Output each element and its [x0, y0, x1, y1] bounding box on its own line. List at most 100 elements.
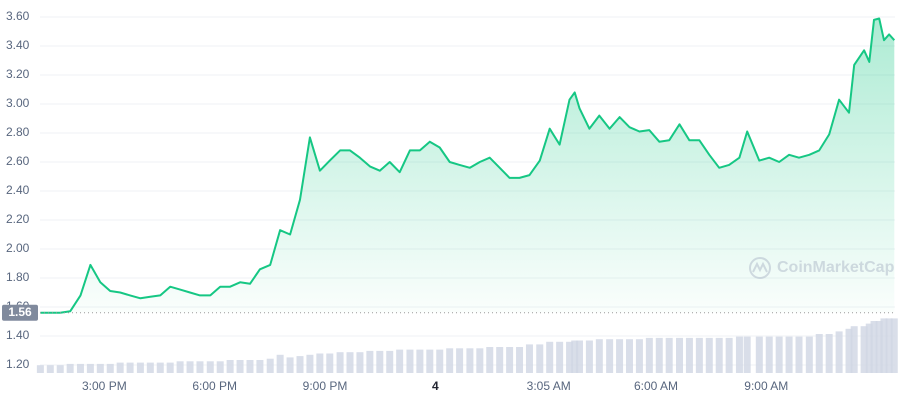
labels: 1.201.401.601.802.002.202.402.602.803.00…: [2, 9, 895, 393]
volume-bar: [715, 337, 723, 373]
volume-bar: [486, 347, 494, 373]
volume-bar: [850, 326, 858, 373]
volume-bar: [546, 341, 554, 373]
volume-bar: [516, 347, 524, 373]
volume-bar: [126, 362, 134, 373]
volume-bar: [96, 363, 104, 373]
volume-bar: [825, 334, 833, 373]
volume-bar: [880, 318, 888, 373]
volume-bar: [266, 358, 274, 373]
volume-bar: [595, 339, 603, 373]
volume-bar: [116, 362, 124, 373]
volume-bar: [196, 361, 204, 373]
x-tick-label: 9:00 AM: [744, 379, 788, 393]
volume-bar: [286, 357, 294, 373]
watermark: CoinMarketCap: [749, 257, 895, 279]
volume-bar: [316, 353, 324, 373]
volume-bar: [525, 344, 533, 373]
volume-bar: [476, 348, 484, 373]
x-tick-label: 3:00 PM: [82, 379, 127, 393]
volume-bar: [176, 361, 184, 373]
volume-bar: [606, 339, 614, 373]
volume-bar: [46, 365, 54, 373]
volume-bar: [56, 365, 64, 373]
y-tick-label: 1.80: [6, 270, 30, 284]
y-tick-label: 2.60: [6, 154, 30, 168]
volume-bar: [296, 356, 304, 373]
volume-bar: [186, 361, 194, 373]
y-tick-label: 2.80: [6, 125, 30, 139]
y-tick-label: 3.00: [6, 96, 30, 110]
volume-bar: [775, 336, 783, 373]
volume-bar: [585, 340, 593, 373]
volume-bar: [276, 354, 284, 373]
watermark-logo-wave: [752, 261, 768, 273]
volume-bar: [146, 362, 154, 373]
volume-bar: [86, 363, 94, 373]
x-tick-label: 6:00 AM: [634, 379, 678, 393]
volume-bar: [695, 337, 703, 373]
volume-bar: [436, 349, 444, 373]
price-line: [40, 17, 896, 314]
volume-bar: [735, 336, 743, 373]
volume-bar: [743, 336, 751, 373]
plot: [40, 17, 896, 314]
volume-bar: [885, 318, 893, 373]
volume-bar: [336, 352, 344, 373]
volume-bar: [835, 331, 843, 373]
volume-bar: [765, 336, 773, 373]
volume-bar: [36, 365, 44, 373]
y-tick-label: 2.20: [6, 212, 30, 226]
watermark-logo: [749, 257, 771, 279]
reference-label: 1.56: [8, 305, 32, 319]
y-tick-label: 2.00: [6, 241, 30, 255]
volume-bar: [795, 336, 803, 373]
volume-bar: [506, 347, 514, 373]
y-tick-label: 3.60: [6, 9, 30, 23]
volume-bar: [156, 362, 164, 373]
volume-bar: [860, 326, 868, 373]
volume-bar: [406, 349, 414, 373]
volume-bar: [306, 354, 314, 373]
volume-bar: [635, 339, 643, 373]
x-tick-label: 9:00 PM: [303, 379, 348, 393]
volume-bar: [685, 337, 693, 373]
volume-bar: [356, 352, 364, 373]
volume-bar: [396, 349, 404, 373]
watermark-text: CoinMarketCap: [777, 259, 895, 276]
volume-bars: [36, 318, 898, 373]
y-tick-label: 1.40: [6, 328, 30, 342]
volume-bar: [805, 336, 813, 373]
reference-badge: [2, 304, 38, 321]
volume-bar: [665, 337, 673, 373]
volume-bar: [326, 353, 334, 373]
volume-bar: [426, 349, 434, 373]
volume-bar: [566, 341, 574, 373]
volume-bar: [256, 360, 264, 373]
volume-bar: [755, 336, 763, 373]
volume-bar: [705, 337, 713, 373]
volume-bar: [575, 340, 583, 373]
volume-bar: [536, 344, 544, 373]
volume-bar: [845, 328, 853, 373]
volume-bar: [66, 363, 74, 373]
volume-bar: [76, 363, 84, 373]
volume-bar: [865, 323, 873, 373]
volume-bar: [236, 360, 244, 373]
x-tick-label: 6:00 PM: [192, 379, 237, 393]
volume-bar: [226, 360, 234, 373]
volume-bar: [246, 360, 254, 373]
volume-bar: [136, 362, 144, 373]
volume-bar: [216, 361, 224, 373]
volume-bar: [655, 337, 663, 373]
y-tick-label: 3.20: [6, 67, 30, 81]
volume-bar: [785, 336, 793, 373]
y-tick-label: 3.40: [6, 38, 30, 52]
volume-bar: [106, 363, 114, 373]
volume-bar: [386, 350, 394, 373]
volume-bar: [676, 337, 684, 373]
volume-bar: [206, 361, 214, 373]
volume-bar: [870, 321, 878, 373]
volume-bar: [625, 339, 633, 373]
